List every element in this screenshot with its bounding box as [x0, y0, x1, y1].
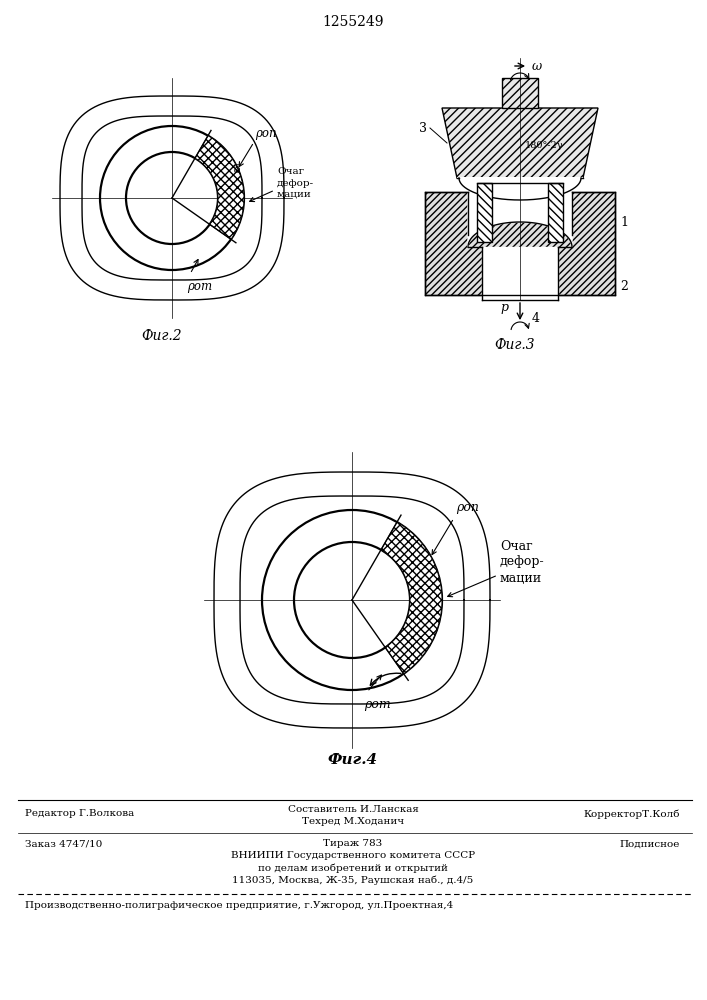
Text: ρоп: ρоп: [255, 127, 276, 140]
Text: Подписное: Подписное: [619, 840, 680, 848]
Text: δ: δ: [234, 165, 241, 175]
Text: по делам изобретений и открытий: по делам изобретений и открытий: [258, 863, 448, 873]
Polygon shape: [381, 522, 442, 674]
Text: р: р: [500, 302, 508, 314]
Polygon shape: [468, 192, 572, 247]
Text: КорректорТ.Колб: КорректорТ.Колб: [583, 809, 680, 819]
Text: ВНИИПИ Государственного комитета СССР: ВНИИПИ Государственного комитета СССР: [231, 852, 475, 860]
Text: Фиг.2: Фиг.2: [141, 329, 182, 343]
Text: Фиг.3: Фиг.3: [495, 338, 535, 352]
Polygon shape: [502, 78, 538, 108]
Polygon shape: [425, 192, 615, 295]
Text: Заказ 4747/10: Заказ 4747/10: [25, 840, 103, 848]
Text: Производственно-полиграфическое предприятие, г.Ужгород, ул.Проектная,4: Производственно-полиграфическое предприя…: [25, 902, 453, 910]
Text: Редактор Г.Волкова: Редактор Г.Волкова: [25, 810, 134, 818]
Text: 1255249: 1255249: [322, 15, 384, 29]
Polygon shape: [442, 108, 598, 178]
Text: ω: ω: [532, 60, 542, 73]
Text: Техред М.Ходанич: Техред М.Ходанич: [302, 818, 404, 826]
Text: ρот: ρот: [364, 698, 391, 711]
Polygon shape: [548, 183, 563, 242]
Text: 2: 2: [620, 280, 628, 294]
Text: Очаг
дефор-
мации: Очаг дефор- мации: [500, 540, 544, 584]
Text: 180°-2γ: 180°-2γ: [525, 141, 563, 150]
Text: Тираж 783: Тираж 783: [323, 840, 382, 848]
Text: ρоп: ρоп: [456, 501, 479, 514]
Text: ρот: ρот: [187, 280, 212, 293]
Polygon shape: [482, 247, 558, 300]
Text: 113035, Москва, Ж-35, Раушская наб., д.4/5: 113035, Москва, Ж-35, Раушская наб., д.4…: [233, 875, 474, 885]
Text: 3: 3: [419, 121, 427, 134]
Polygon shape: [195, 136, 244, 239]
Polygon shape: [457, 178, 583, 200]
Polygon shape: [477, 183, 492, 242]
Text: 1: 1: [620, 216, 628, 229]
Text: Очаг
дефор-
мации: Очаг дефор- мации: [277, 167, 314, 199]
Text: Фиг.4: Фиг.4: [327, 753, 377, 767]
Text: Составитель И.Ланская: Составитель И.Ланская: [288, 804, 419, 814]
Text: 4: 4: [532, 312, 540, 324]
